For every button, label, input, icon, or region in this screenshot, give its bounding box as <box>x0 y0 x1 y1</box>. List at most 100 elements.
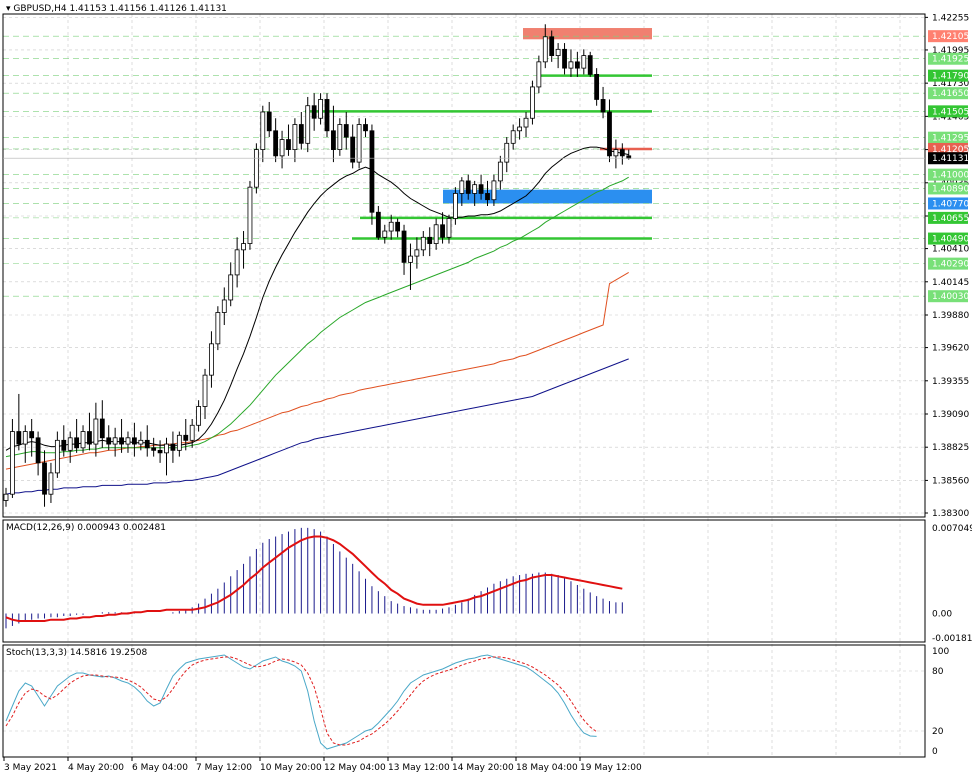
time-tick-label: 19 May 12:00 <box>580 763 642 773</box>
stoch-tick-label: 80 <box>932 667 944 677</box>
level-price-tag-label: 1.41505 <box>932 107 969 117</box>
candle-body <box>440 224 445 238</box>
candle-body <box>408 255 413 263</box>
candle-body <box>549 36 555 56</box>
level-price-tag-label: 1.41650 <box>932 89 969 99</box>
level-price-tag <box>928 142 968 155</box>
time-tick-label: 18 May 04:00 <box>516 763 578 773</box>
candle-body <box>587 55 593 75</box>
level-price-tag <box>928 257 968 270</box>
level-price-tag <box>928 30 968 43</box>
candle-body <box>395 221 401 232</box>
candle-body <box>350 136 356 163</box>
candle-body <box>478 184 484 194</box>
candle-body <box>607 111 612 157</box>
time-tick-label: 14 May 20:00 <box>452 763 514 773</box>
candle-body <box>343 124 349 138</box>
ma-navy-line <box>5 358 629 495</box>
candle-body <box>292 124 298 150</box>
candle-body <box>375 211 381 238</box>
macd-label: MACD(12,26,9) 0.000943 0.002481 <box>6 523 166 533</box>
candle-body <box>119 437 124 445</box>
macd-panel <box>5 527 623 629</box>
ohlc-label: 1.41153 1.41156 1.41126 1.41131 <box>69 4 227 14</box>
candle-body <box>530 86 535 119</box>
candle-body <box>241 243 246 251</box>
candle-body <box>196 406 202 426</box>
candle-body <box>279 139 285 157</box>
candle-body <box>234 249 240 276</box>
level-price-tag <box>928 232 968 245</box>
candle-body <box>189 424 195 441</box>
price-tick-label: 1.41465 <box>932 112 969 122</box>
candle-body <box>324 99 330 132</box>
candle-body <box>331 130 336 150</box>
stoch-tick-label: 0 <box>932 747 938 757</box>
stoch-tick-label: 100 <box>932 647 949 657</box>
symbol-header: ▾ GBPUSD,H4 1.41153 1.41156 1.41126 1.41… <box>6 4 227 14</box>
level-price-tag <box>928 168 968 181</box>
level-price-tag <box>928 197 968 210</box>
ma-orange-line <box>5 271 629 470</box>
candle-body <box>151 447 157 451</box>
candles-layer <box>3 24 632 507</box>
candle-body <box>3 493 9 501</box>
time-tick-label: 10 May 20:00 <box>260 763 322 773</box>
stoch-label: Stoch(13,3,3) 14.5816 19.2508 <box>6 648 148 658</box>
levels-layer <box>3 35 925 297</box>
candle-body <box>613 149 619 157</box>
candle-body <box>523 117 529 128</box>
level-price-tag <box>928 52 968 65</box>
level-price-tag-label: 1.40030 <box>932 292 969 302</box>
candle-body <box>594 73 600 100</box>
candle-body <box>22 431 28 445</box>
symbol-label: GBPUSD,H4 <box>13 4 67 14</box>
candle-body <box>388 221 394 232</box>
price-axis: 1.422551.419951.417301.414651.412001.409… <box>3 13 972 757</box>
macd-tick-label: -0.00181 <box>932 634 972 644</box>
candle-body <box>427 236 433 244</box>
candle-body <box>452 193 458 219</box>
current-price-tag <box>928 152 968 165</box>
level-price-tag-label: 1.40490 <box>932 235 969 245</box>
price-tick-label: 1.42255 <box>932 13 969 23</box>
candle-body <box>266 111 272 132</box>
candle-body <box>202 374 208 407</box>
main-panel-frame <box>2 13 926 518</box>
level-price-tag <box>928 182 968 195</box>
candle-body <box>542 36 548 63</box>
candle-body <box>600 99 606 113</box>
candle-body <box>29 431 35 439</box>
candle-body <box>510 130 516 144</box>
level-price-tag-label: 1.40655 <box>932 214 969 224</box>
level-price-tag-label: 1.41205 <box>932 145 969 155</box>
candle-body <box>106 437 112 445</box>
price-tick-label: 1.38825 <box>932 443 969 453</box>
level-price-tag <box>928 105 968 118</box>
price-tick-label: 1.39880 <box>932 311 969 321</box>
chevron-down-icon[interactable]: ▾ <box>6 4 11 14</box>
candle-body <box>337 124 343 150</box>
candle-body <box>619 149 625 157</box>
level-price-tag-label: 1.41000 <box>932 171 969 181</box>
candle-body <box>298 124 304 144</box>
time-tick-label: 7 May 12:00 <box>196 763 252 773</box>
candle-body <box>311 105 317 119</box>
candle-body <box>74 437 80 449</box>
candle-body <box>472 184 478 194</box>
price-tick-label: 1.41995 <box>932 46 969 56</box>
candle-body <box>93 418 99 445</box>
macd-signal-line <box>5 535 623 622</box>
level-price-tag <box>928 69 968 82</box>
candle-body <box>54 439 60 474</box>
candle-body <box>363 124 368 132</box>
stoch-tick-label: 20 <box>932 727 944 737</box>
level-price-tag <box>928 290 968 303</box>
price-tick-label: 1.39090 <box>932 410 969 420</box>
candle-body <box>87 431 92 445</box>
level-price-tag <box>928 131 968 144</box>
time-tick-label: 6 May 04:00 <box>132 763 188 773</box>
candle-body <box>10 431 15 495</box>
